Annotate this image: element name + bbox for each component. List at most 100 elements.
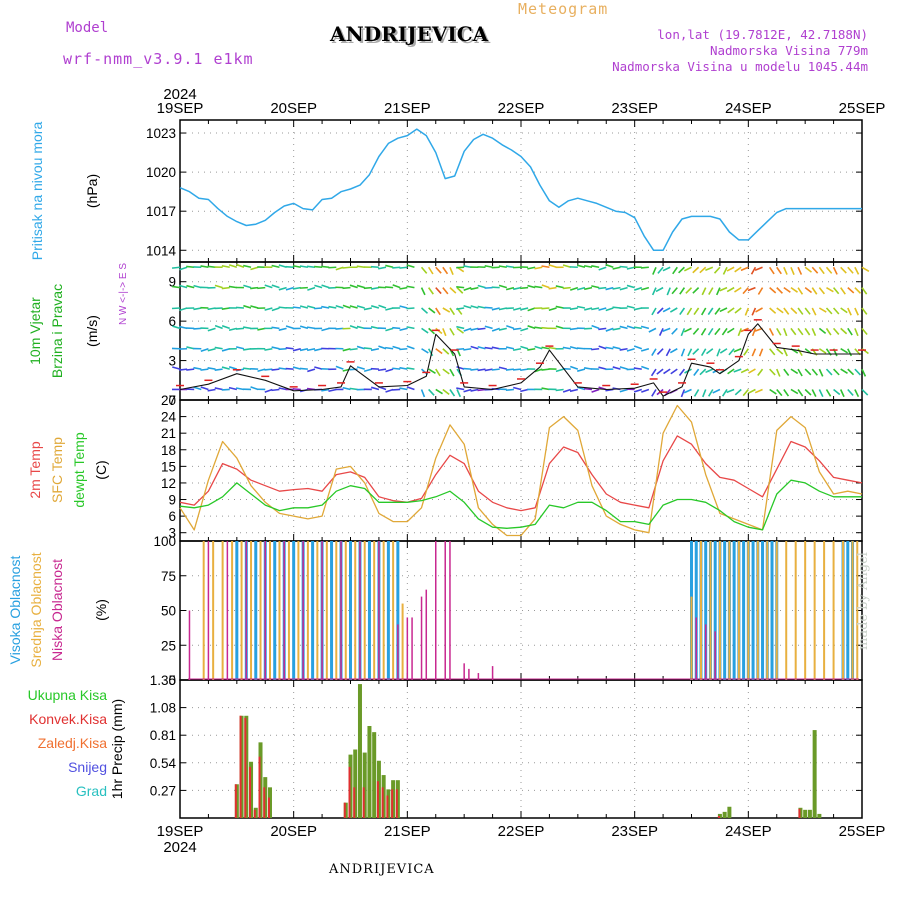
y-tick-label: 1017 — [146, 204, 176, 219]
wind-arrow — [292, 286, 301, 290]
cloud-bar-0 — [694, 541, 698, 680]
wind-arrow — [797, 348, 803, 357]
wind-arrow — [861, 266, 870, 272]
wind-arrow — [193, 327, 202, 330]
wind-arrow — [271, 326, 280, 330]
wind-arrow — [214, 346, 223, 350]
y-tick-label: 0.27 — [150, 783, 176, 798]
wind-arrow — [299, 347, 309, 352]
wind-arrow — [769, 307, 777, 314]
cloud-axis-title-2: Srednja Oblacnost — [28, 552, 44, 667]
wind-arrow — [271, 388, 280, 392]
wind-barbs-layer — [171, 263, 870, 398]
wind-arrow — [783, 328, 788, 337]
wind-arrow — [750, 266, 757, 275]
cloud-bar-1 — [287, 541, 290, 680]
wind-arrow — [569, 345, 579, 350]
wind-arrow — [428, 307, 436, 314]
wind-arrow — [207, 327, 216, 332]
wind-arrow — [783, 307, 790, 315]
cloud-bar-1 — [306, 541, 309, 680]
cloud-bar-2 — [302, 541, 304, 680]
wind-arrow — [179, 325, 188, 330]
wind-arrow — [470, 388, 479, 392]
wind-arrow — [512, 347, 522, 352]
wind-arrow — [825, 327, 832, 336]
wind-arrow — [271, 368, 280, 371]
wind-arrow — [491, 307, 500, 311]
wind-arrow — [477, 388, 486, 392]
wind-arrow — [722, 266, 728, 275]
cloud-bar-2 — [449, 541, 451, 680]
cloud-bar-0 — [761, 541, 765, 680]
wind-arrow — [840, 307, 848, 314]
wind-arrow — [598, 366, 607, 370]
wind-arrow — [693, 307, 700, 316]
wind-arrow — [463, 265, 472, 269]
wind-arrow — [498, 327, 507, 331]
wind-arrow — [640, 347, 650, 352]
wind-arrow — [555, 305, 564, 309]
wind-arrow — [612, 286, 621, 290]
wind-arrow — [349, 305, 358, 309]
cloud-bar-1 — [709, 541, 712, 680]
wind-arrow — [825, 266, 833, 274]
wind-arrow — [648, 327, 657, 333]
cloud-bar-0 — [330, 541, 334, 680]
wind-arrow — [456, 327, 464, 334]
wind-arrow — [818, 348, 827, 354]
wind-arrow — [356, 325, 365, 330]
wind-arrow — [727, 307, 735, 314]
wind-arrow — [171, 266, 181, 269]
wind-arrow — [721, 389, 728, 397]
cloud-bar-0 — [846, 541, 850, 680]
wind-arrow — [598, 286, 607, 290]
wind-arrow — [498, 265, 507, 269]
wind-arrow — [477, 368, 486, 372]
wind-arrow — [449, 307, 456, 316]
panel-frame — [179, 679, 863, 819]
cloud-bar-1 — [240, 541, 243, 680]
wind-arrow — [200, 265, 209, 269]
cloud-bar-2 — [444, 541, 446, 680]
wind-arrow — [742, 287, 749, 295]
wind-arrow — [221, 286, 230, 290]
wind-arrow — [555, 325, 564, 330]
model-name: wrf-nmm_v3.9.1 e1km — [63, 50, 254, 68]
wind-arrow — [399, 366, 408, 370]
wind-arrow — [619, 286, 628, 291]
wind-arrow — [420, 389, 426, 398]
wind-arrow — [406, 367, 415, 370]
cloud-bar-1 — [718, 541, 721, 680]
cloud-bar-1 — [325, 541, 328, 680]
wind-arrow — [651, 348, 657, 356]
cloud-bar-2 — [406, 617, 409, 680]
wind-arrow — [692, 287, 700, 294]
wind-arrow — [406, 307, 415, 310]
x-day-label-bottom: 19SEP — [157, 823, 204, 840]
wind-arrow — [513, 307, 522, 311]
wind-arrow — [757, 368, 764, 377]
wind-axis-title-2: Brzina i Pravac — [49, 284, 65, 378]
wind-arrow — [264, 388, 273, 393]
wind-arrow — [751, 307, 757, 316]
wind-arrow — [598, 266, 607, 271]
wind-arrow — [421, 327, 429, 334]
wind-arrow — [776, 287, 783, 294]
wind-arrow — [406, 326, 415, 330]
wind-arrow — [484, 368, 493, 372]
wind-arrow — [512, 327, 522, 331]
wind-arrow — [342, 286, 351, 290]
wind-arrow — [179, 284, 188, 289]
wind-arrow — [171, 285, 181, 289]
wind-arrow — [640, 266, 649, 269]
y-tick-label: 1014 — [146, 243, 177, 258]
wind-arrow — [378, 345, 387, 350]
wind-arrow — [250, 266, 259, 271]
wind-arrow — [370, 286, 380, 290]
wind-arrow — [392, 284, 401, 289]
wind-arrow — [562, 264, 571, 269]
cloud-bar-2 — [207, 541, 210, 680]
wind-arrow — [349, 387, 358, 391]
cloud-bar-1 — [737, 541, 740, 680]
